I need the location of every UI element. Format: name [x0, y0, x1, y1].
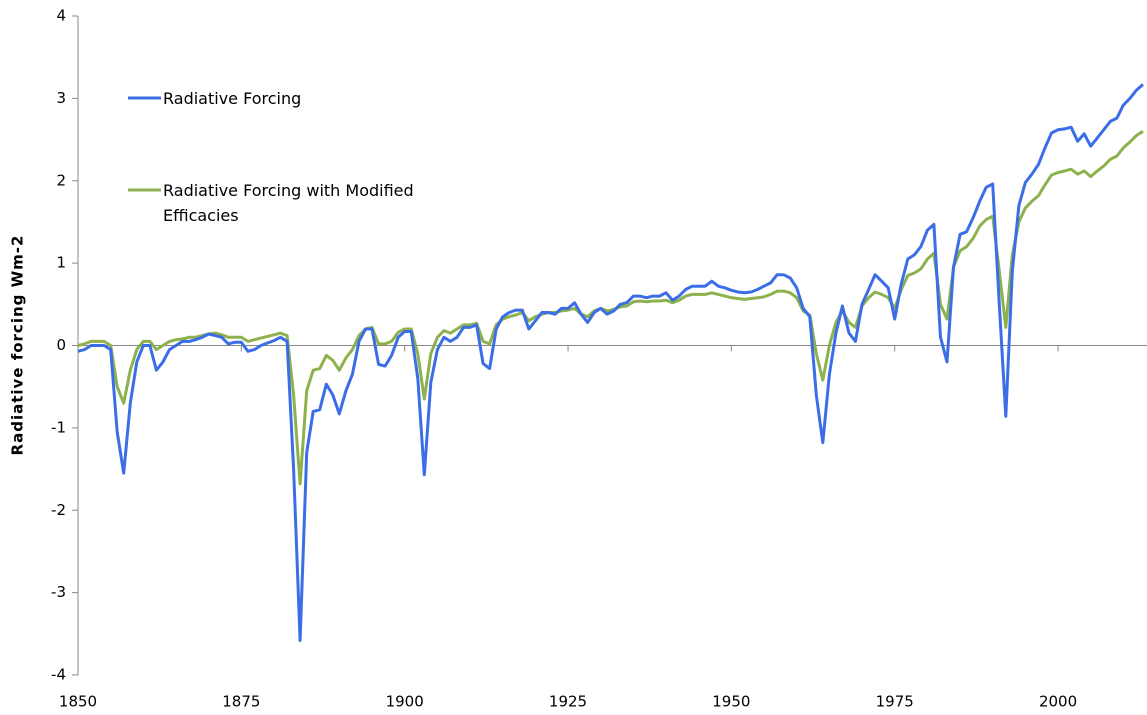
x-tick-label: 2000 [1039, 693, 1077, 711]
y-tick-label: 4 [56, 7, 66, 25]
series-line [77, 83, 1144, 642]
x-tick-label: 1850 [59, 693, 97, 711]
x-tick-label: 1900 [386, 693, 424, 711]
legend-label: Radiative Forcing with Modified Efficaci… [163, 181, 414, 225]
y-axis-label: Radiative forcing Wm-2 [9, 235, 27, 456]
y-tick-label: 3 [56, 89, 66, 107]
x-tick-label: 1950 [712, 693, 750, 711]
y-tick-label: -3 [51, 583, 66, 601]
x-tick-label: 1875 [222, 693, 260, 711]
legend-label: Radiative Forcing [163, 89, 302, 108]
x-tick-label: 1925 [549, 693, 587, 711]
y-tick-label: 2 [56, 171, 66, 189]
y-tick-label: -4 [51, 666, 66, 684]
y-tick-label: -2 [51, 501, 66, 519]
y-tick-label: -1 [51, 418, 66, 436]
y-tick-label: 0 [56, 336, 66, 354]
series-line [77, 130, 1144, 486]
x-tick-label: 1975 [876, 693, 914, 711]
y-tick-label: 1 [56, 254, 66, 272]
